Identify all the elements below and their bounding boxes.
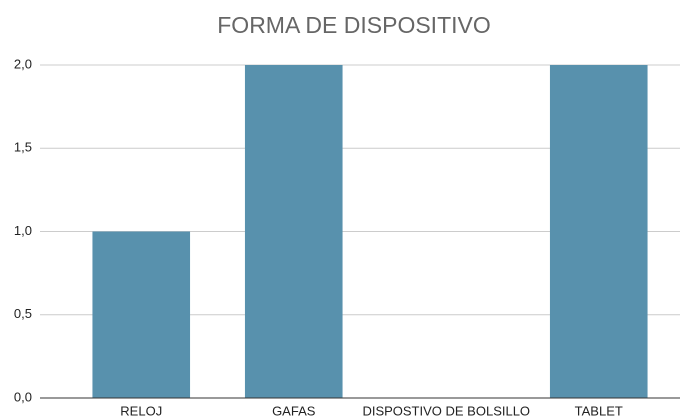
bar <box>549 65 648 398</box>
x-tick-label: RELOJ <box>120 403 162 418</box>
y-tick-label: 1,0 <box>14 223 32 238</box>
x-tick-label: GAFAS <box>272 403 316 418</box>
y-tick-label: 0,0 <box>14 389 32 404</box>
bar <box>244 65 343 398</box>
y-tick-label: 0,5 <box>14 306 32 321</box>
y-tick-label: 1,5 <box>14 140 32 155</box>
chart-title: FORMA DE DISPOSITIVO <box>217 12 490 38</box>
bar <box>92 231 191 398</box>
x-tick-label: TABLET <box>575 403 623 418</box>
x-tick-label: DISPOSTIVO DE BOLSILLO <box>362 403 530 418</box>
y-tick-label: 2,0 <box>14 56 32 71</box>
